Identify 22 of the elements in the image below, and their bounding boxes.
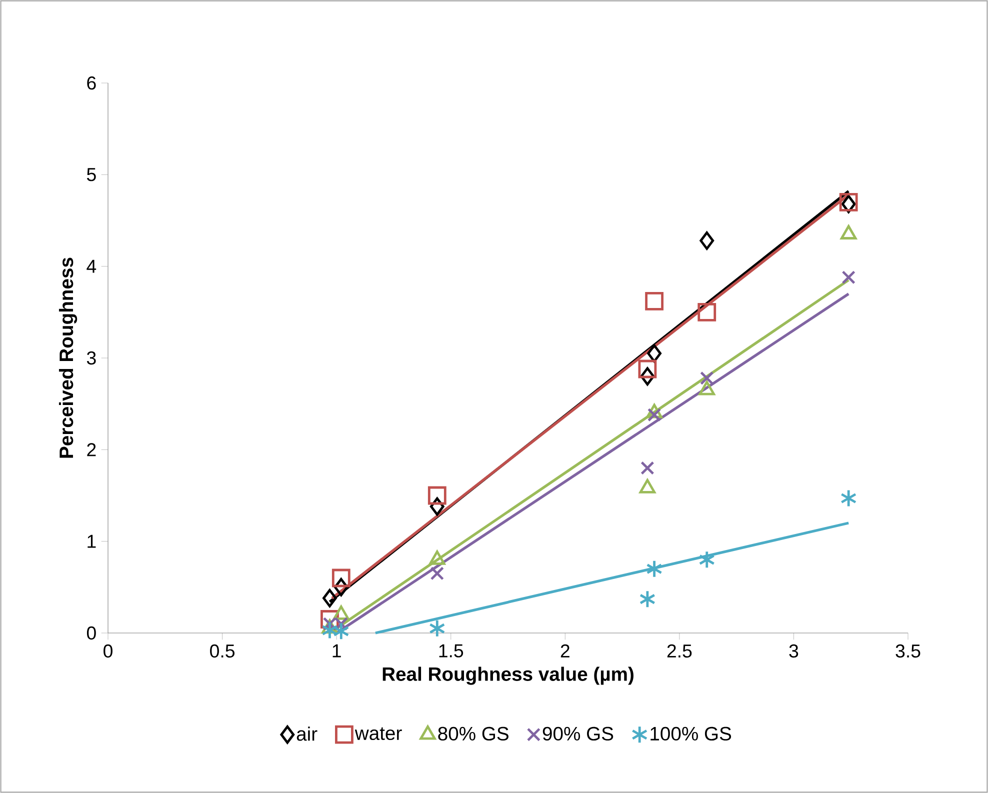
x-tick-label: 2 (560, 644, 570, 658)
y-tick-label: 2 (87, 443, 96, 456)
y-axis-title: Perceived Roughness (58, 258, 78, 458)
x-tick-label: 0.5 (210, 644, 234, 658)
x-tick-label: 1 (332, 644, 341, 658)
legend-label: 80% GS (438, 726, 508, 741)
legend-label: 90% GS (542, 726, 614, 741)
x-tick-label: 0 (104, 644, 112, 658)
y-tick-label: 5 (86, 168, 96, 182)
x-tick-label: 1.5 (439, 644, 464, 658)
y-tick-label: 0 (86, 626, 96, 640)
x-axis-title: Real Roughness value (µm) (382, 666, 634, 685)
legend-label: 100% GS (650, 726, 732, 741)
legend-label: water (354, 727, 402, 740)
y-tick-label: 6 (87, 76, 96, 90)
y-tick-label: 1 (88, 534, 96, 548)
y-tick-label: 3 (86, 351, 96, 365)
legend-label: air (296, 726, 318, 741)
x-tick-label: 3 (789, 644, 798, 658)
x-tick-label: 3.5 (896, 644, 920, 658)
x-tick-label: 2.5 (667, 644, 692, 658)
y-tick-label: 4 (86, 260, 96, 273)
